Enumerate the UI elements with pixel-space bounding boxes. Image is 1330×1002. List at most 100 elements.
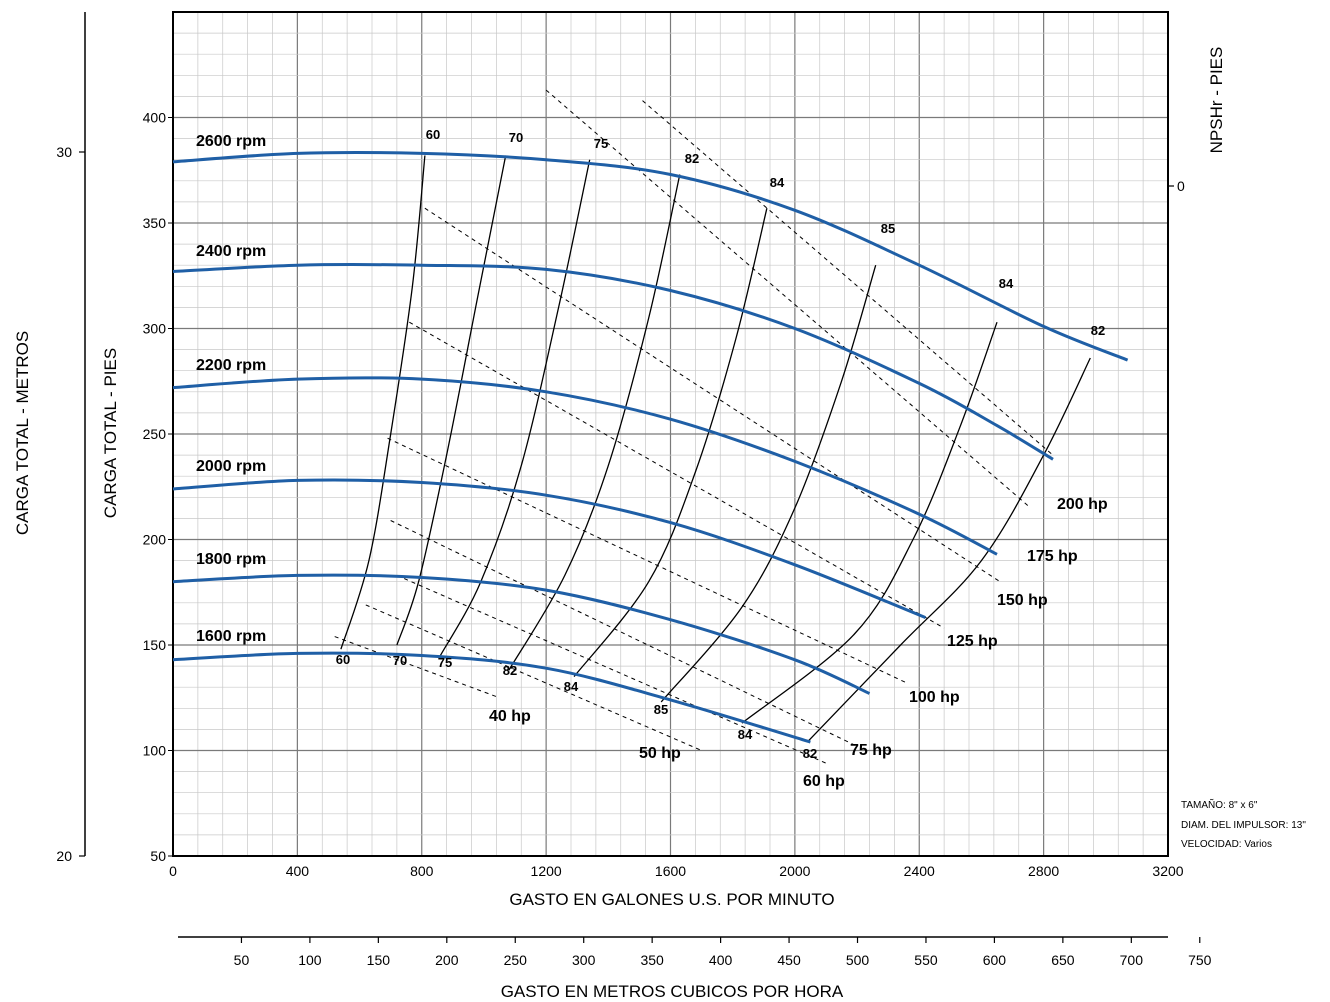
note-impeller: DIAM. DEL IMPULSOR: 13" (1181, 820, 1306, 831)
x2-tick-label: 250 (504, 952, 528, 968)
efficiency-label-bottom: 75 (438, 655, 452, 670)
x2-tick-label: 500 (846, 952, 870, 968)
grid (172, 11, 1169, 857)
hp-label: 150 hp (997, 592, 1048, 609)
x-tick-label: 2000 (779, 863, 810, 879)
efficiency-line (660, 265, 877, 703)
x2-tick-label: 450 (777, 952, 801, 968)
rpm-label: 1800 rpm (196, 551, 266, 568)
efficiency-line (806, 357, 1091, 743)
rpm-curve (172, 150, 1129, 362)
rpm-label: 2200 rpm (196, 357, 266, 374)
rpm-label: 1600 rpm (196, 628, 266, 645)
hp-label: 100 hp (909, 689, 960, 706)
hp-label: 125 hp (947, 633, 998, 650)
y-tick-label-feet: 250 (143, 426, 167, 442)
x-tick-label: 2800 (1028, 863, 1059, 879)
rpm-curves (172, 150, 1129, 744)
hp-label: 50 hp (639, 745, 681, 762)
hp-line (424, 207, 1001, 583)
efficiency-label-bottom: 82 (503, 663, 517, 678)
y-tick-label-meters: 20 (56, 848, 72, 864)
x2-tick-label: 600 (983, 952, 1007, 968)
y-axis-title-feet: CARGA TOTAL - PIES (101, 348, 120, 518)
hp-line (396, 574, 827, 764)
efficiency-line (439, 159, 591, 656)
x2-tick-label: 150 (367, 952, 391, 968)
efficiency-label-top: 75 (594, 136, 608, 151)
x-axis-title: GASTO EN GALONES U.S. POR MINUTO (509, 890, 834, 909)
efficiency-label-top: 70 (509, 130, 523, 145)
y-tick-label-npsh: 0 (1177, 178, 1185, 194)
x2-tick-label: 50 (234, 952, 250, 968)
x-tick-label: 800 (410, 863, 434, 879)
x2-tick-label: 200 (435, 952, 459, 968)
x2-tick-label: 300 (572, 952, 596, 968)
y-tick-label-feet: 50 (150, 848, 166, 864)
efficiency-label-bottom: 85 (654, 702, 668, 717)
efficiency-line (396, 155, 507, 646)
x2-tick-label: 550 (914, 952, 938, 968)
hp-line (545, 89, 1029, 507)
chart-labels: 2600 rpm 2400 rpm 2200 rpm 2000 rpm 1800 rpm… (196, 127, 1108, 790)
hp-line (642, 100, 1054, 456)
x2-tick-label: 700 (1120, 952, 1144, 968)
rpm-label: 2600 rpm (196, 133, 266, 150)
efficiency-label-top: 82 (1091, 323, 1105, 338)
y-tick-label-meters: 30 (56, 144, 72, 160)
efficiency-label-top: 85 (881, 221, 895, 236)
x-tick-label: 1600 (655, 863, 686, 879)
hp-label: 200 hp (1057, 496, 1108, 513)
x-tick-label: 1200 (531, 863, 562, 879)
efficiency-label-bottom: 60 (336, 652, 350, 667)
y-axis-title-meters: CARGA TOTAL - METROS (13, 331, 32, 535)
y-tick-label-feet: 100 (143, 743, 167, 759)
x2-tick-label: 350 (640, 952, 664, 968)
efficiency-lines (340, 155, 1091, 743)
y-tick-label-feet: 300 (143, 321, 167, 337)
hp-label: 40 hp (489, 708, 531, 725)
rpm-curve (172, 263, 1054, 461)
efficiency-label-bottom: 84 (738, 727, 753, 742)
efficiency-label-top: 84 (999, 276, 1014, 291)
x2-tick-label: 650 (1051, 952, 1075, 968)
efficiency-line (508, 174, 681, 671)
hp-line (390, 520, 858, 747)
efficiency-label-bottom: 84 (564, 679, 579, 694)
x2-tick-label: 400 (709, 952, 733, 968)
hp-line (365, 604, 702, 751)
hp-label: 75 hp (850, 742, 892, 759)
y-tick-label-feet: 200 (143, 532, 167, 548)
y-tick-label-feet: 150 (143, 637, 167, 653)
rpm-curve (172, 478, 927, 619)
horsepower-lines (334, 89, 1054, 764)
rpm-curve (172, 651, 811, 744)
note-size: TAMAÑO: 8" x 6" (1181, 798, 1258, 811)
x2-tick-label: 100 (298, 952, 322, 968)
x-tick-label: 400 (286, 863, 310, 879)
x-tick-label: 3200 (1152, 863, 1183, 879)
efficiency-line (340, 155, 426, 650)
rpm-label: 2400 rpm (196, 243, 266, 260)
note-speed: VELOCIDAD: Varios (1181, 839, 1272, 850)
x2-axis-title: GASTO EN METROS CUBICOS POR HORA (501, 982, 844, 1001)
efficiency-label-bottom: 70 (393, 653, 407, 668)
hp-label: 60 hp (803, 773, 845, 790)
axes: 0 400 800 1200 1600 2000 2400 2800 3200501001502… (56, 12, 1212, 968)
hp-line (334, 636, 500, 699)
efficiency-label-top: 82 (685, 151, 699, 166)
y-axis-title-npsh: NPSHr - PIES (1207, 47, 1226, 154)
hp-label: 175 hp (1027, 548, 1078, 565)
hp-line (409, 321, 945, 629)
x-tick-label: 2400 (904, 863, 935, 879)
efficiency-line (573, 208, 768, 678)
efficiency-label-bottom: 82 (803, 746, 817, 761)
y-tick-label-feet: 400 (143, 110, 167, 126)
efficiency-label-top: 60 (426, 127, 440, 142)
x-tick-label: 0 (169, 863, 177, 879)
efficiency-label-top: 84 (770, 175, 785, 190)
x2-tick-label: 750 (1188, 952, 1212, 968)
rpm-label: 2000 rpm (196, 458, 266, 475)
rpm-curve (172, 573, 871, 695)
